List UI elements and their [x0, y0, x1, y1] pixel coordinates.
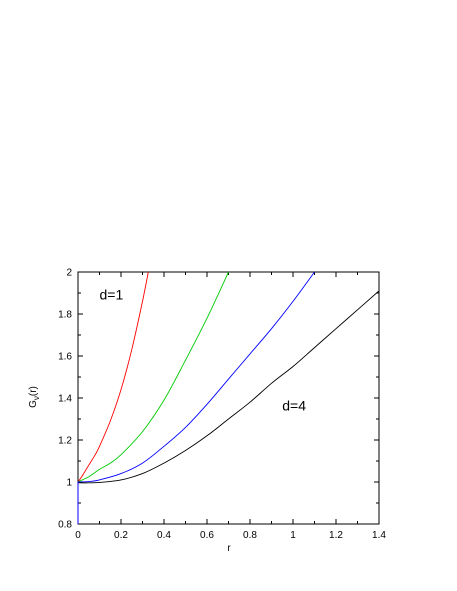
- series-line-4: [77, 290, 380, 484]
- y-tick-label: 1.8: [58, 310, 72, 321]
- y-tick-label: 1.2: [58, 436, 72, 447]
- x-tick-label: 1.4: [372, 530, 386, 541]
- y-axis-label-rest: (r): [28, 386, 39, 396]
- x-tick-label: 0: [75, 530, 81, 541]
- annotation-d1: d=1: [100, 286, 124, 302]
- x-tick-label: 1: [290, 530, 296, 541]
- y-tick-label: 1: [66, 478, 72, 489]
- x-tick-label: 0.8: [243, 530, 257, 541]
- y-axis-label-main: G: [28, 400, 39, 408]
- x-tick-label: 0.2: [114, 530, 128, 541]
- series-line-1: [77, 271, 149, 483]
- y-axis-label-sub: ν: [32, 396, 41, 400]
- x-axis-label: r: [227, 543, 231, 554]
- series-line-3: [77, 271, 315, 483]
- series-line-2: [77, 271, 229, 483]
- y-tick-label: 1.6: [58, 352, 72, 363]
- x-axis-ticks: 0 0.2 0.4 0.6 0.8 1 1.2 1.4: [75, 272, 386, 541]
- y-tick-label: 1.4: [58, 394, 72, 405]
- plot-frame: [77, 271, 380, 525]
- y-tick-label: 2: [66, 268, 72, 279]
- series-group: [77, 271, 380, 524]
- y-axis-ticks: 0.8 1 1.2 1.4 1.6 1.8 2: [58, 268, 379, 531]
- y-axis-label: Gν(r): [28, 386, 41, 408]
- x-tick-label: 0.6: [200, 530, 214, 541]
- x-tick-label: 1.2: [329, 530, 343, 541]
- y-tick-label: 0.8: [58, 520, 72, 531]
- annotation-d4: d=4: [282, 398, 306, 414]
- x-tick-label: 0.4: [157, 530, 171, 541]
